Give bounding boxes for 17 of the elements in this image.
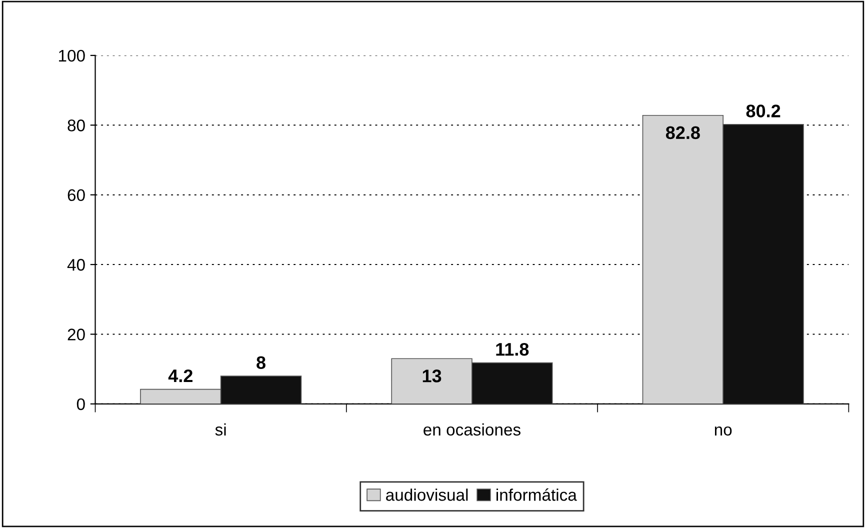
y-tick-label: 0 — [76, 398, 85, 410]
y-tick-label: 80 — [68, 120, 85, 132]
x-tick-label: si — [215, 423, 226, 436]
x-tick-label: en ocasiones — [424, 423, 520, 436]
data-label: 82.8 — [666, 126, 700, 140]
y-tick-label: 60 — [68, 189, 85, 202]
legend-label: informática — [496, 488, 577, 501]
x-tick-label: no — [714, 426, 732, 436]
data-label: 4.2 — [168, 369, 192, 382]
data-label: 8 — [256, 356, 266, 369]
y-tick-label: 100 — [59, 50, 85, 62]
legend-label: audiovisual — [386, 488, 468, 501]
data-label: 13 — [422, 370, 442, 382]
y-tick-label: 40 — [67, 258, 85, 271]
data-label: 11.8 — [496, 342, 529, 356]
y-tick-label: 20 — [68, 328, 85, 340]
data-label: 80.2 — [746, 104, 780, 118]
